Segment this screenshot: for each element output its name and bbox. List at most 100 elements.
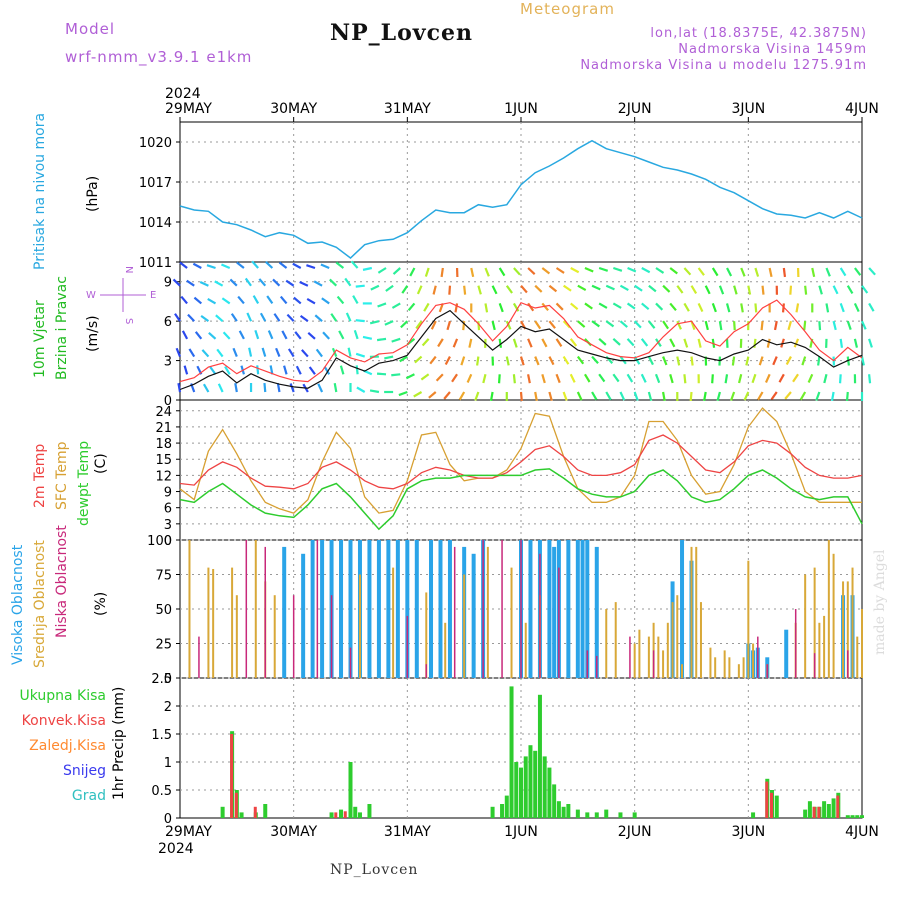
wind-barb [619,320,628,328]
xtick-top-label: 2JUN [618,101,652,117]
wind-barb [731,356,736,366]
precip-bar-0 [552,784,557,818]
wind-barb [355,365,359,375]
wind-barb [232,347,238,357]
precip-bar-0 [329,812,334,818]
wind-barb [513,267,521,276]
wind-barb [285,279,295,287]
wind-barb [451,373,458,383]
wind-barb [563,284,572,292]
ytick-label-temperature: 9 [164,486,172,501]
wind-barb [251,260,259,269]
precip-bar-0 [239,812,244,818]
cloud-bar-1 [188,540,191,678]
pressure-series-line [179,139,863,259]
precip-bar-0 [367,804,372,818]
wind-barb [391,373,401,377]
wind-barb [384,320,394,326]
ytick-label-wind: 3 [164,355,172,370]
panel-frame-temperature [179,399,863,541]
precip-bar-0 [855,815,860,818]
xtick-bottom-label: 29MAY [165,824,212,840]
wind-barb [295,365,302,375]
wind-speed-line [179,309,863,391]
model-elevation-label: Nadmorska Visina u modelu 1275.91m [580,58,867,73]
wind-barb [751,373,757,384]
cloud-bar-1 [614,602,617,678]
wind-barb [287,348,295,358]
precip-bar-0 [751,812,756,818]
wind-barb [335,261,345,269]
cloud-bar-1 [681,664,684,678]
wind-barb [676,320,682,330]
wind-barb [208,332,217,340]
precip-bar-0 [533,750,538,818]
precip-bar-1 [253,806,257,818]
wind-barb [188,348,196,358]
wind-barb [206,264,216,270]
ytick-label-precipitation: 1.5 [151,728,172,743]
wind-barb [757,391,764,401]
temp-ylabel-1: SFC Temp [54,441,70,510]
wind-barb [854,267,862,276]
wind-barb [548,284,558,293]
wind-barb [330,313,338,322]
wind-barb [583,373,591,383]
wind-barb [662,391,666,402]
wind-barb [704,320,709,331]
wind-barb [773,320,778,331]
wind-barb [730,391,736,401]
cloud-bar-0 [575,540,580,678]
wind-barb [320,263,330,270]
wind-barb [175,347,182,357]
precip-bar-0 [357,812,362,818]
cloud-bar-0 [447,540,452,678]
cloud-bar-2 [813,653,816,678]
top-year-label: 2024 [165,86,201,102]
precip-bar-0 [263,804,268,818]
cloud-bar-1 [212,568,215,678]
wind-barb [405,373,415,380]
wind-barb [420,373,430,381]
wind-barb [202,383,210,393]
wind-barb [194,331,203,340]
model-label: Model [65,20,116,38]
wind-barb [446,320,452,331]
wind-barb [605,391,612,401]
wind-barb [199,281,209,287]
wind-barb [259,312,267,322]
wind-barb [704,285,711,295]
cloud-bar-0 [282,546,287,678]
wind-barb [306,264,316,270]
wind-barb [598,373,606,383]
wind-barb [338,330,345,340]
temp-ylabel-2: dewpt Temp [76,441,92,526]
wind-barb [541,267,551,275]
cloud-bar-0 [376,540,381,678]
wind-barb [460,356,466,366]
wind-barb [555,373,561,384]
wind-key-e: E [150,290,156,301]
wind-barb [804,285,808,295]
wind-barb [584,266,594,273]
cloud-bar-1 [818,622,821,678]
wind-barb [462,321,466,331]
pressure-ylabel: Pritisak na nivou mora [32,113,48,270]
wind-barb [555,267,565,274]
wind-barb [626,373,634,383]
cloud-bar-0 [367,540,372,678]
wind-barb [505,320,512,330]
cloud-bar-0 [429,540,434,678]
ytick-label-clouds: 100 [147,534,172,549]
wind-barb [236,261,245,269]
wind-barb [347,347,352,357]
cloud-bar-1 [851,567,854,678]
cloud-bar-2 [629,636,631,678]
wind-ylabel-1: 10m Vjetar [32,300,48,378]
wind-barb [562,320,571,329]
wind-barb [221,297,231,305]
wind-barb [612,338,621,346]
wind-barb [846,320,852,331]
wind-barb [283,365,288,375]
wind-barb [498,303,504,313]
